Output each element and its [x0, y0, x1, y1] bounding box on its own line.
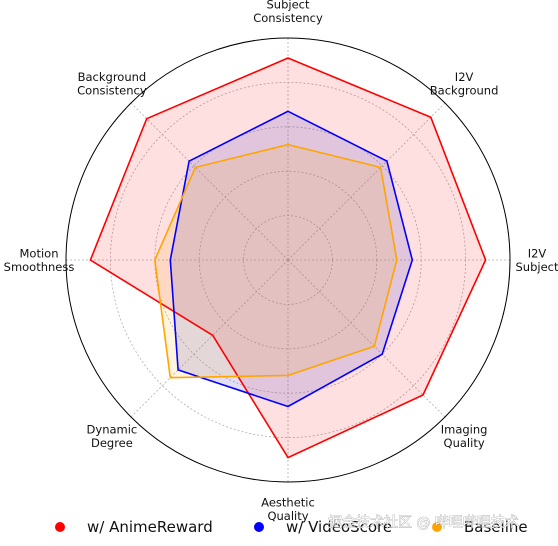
series-line-3 [153, 143, 398, 379]
axis-label-8-line-1: Background [78, 70, 147, 84]
axis-label-5: Aesthetic Quality [261, 495, 315, 523]
axis-label-2-line-1: I2V [455, 70, 474, 84]
axis-label-4-line-2: Quality [444, 436, 485, 450]
axis-label-3: I2V Subject [516, 246, 558, 274]
legend-marker-3 [432, 522, 442, 532]
legend-label-1: w/ AnimeReward [87, 518, 213, 536]
axis-label-7-line-2: Smoothness [4, 260, 75, 274]
spoke-6 [130, 259, 289, 418]
axis-label-7-line-1: Motion [20, 246, 59, 260]
legend: w/ AnimeReward w/ VideoScore Baseline [55, 518, 528, 536]
spoke-4 [287, 259, 446, 418]
axis-label-8-line-2: Consistency [77, 84, 147, 98]
axis-label-5-line-2: Quality [267, 509, 308, 523]
spoke-2 [287, 102, 446, 261]
series-line-1 [89, 57, 487, 459]
axis-label-3-line-2: Subject [516, 260, 558, 274]
axis-label-3-line-1: I2V [528, 246, 547, 260]
axis-label-2-line-2: Background [430, 84, 499, 98]
series-area-1 [90, 58, 486, 458]
series-area-3 [154, 144, 397, 378]
axis-label-7: Motion Smoothness [4, 246, 75, 274]
outer-ring [65, 37, 511, 483]
legend-marker-2 [254, 522, 264, 532]
axis-label-1-line-1: Subject [267, 0, 310, 11]
series-line-2 [169, 110, 414, 408]
axis-label-1-line-2: Consistency [253, 11, 323, 25]
watermark-text: 掘金技术社区 @ 哔哩哔哩技术 [328, 515, 519, 531]
spoke-8 [130, 102, 289, 261]
axis-label-4: Imaging Quality [441, 422, 488, 450]
axis-label-2: I2V Background [430, 70, 499, 98]
axis-label-6-line-1: Dynamic [87, 422, 138, 436]
axis-label-1: Subject Consistency [253, 0, 323, 25]
series-area-2 [170, 111, 413, 407]
axis-label-4-line-1: Imaging [441, 422, 488, 436]
legend-label-3: Baseline [464, 518, 528, 536]
legend-marker-1 [55, 522, 65, 532]
axis-label-8: Background Consistency [77, 70, 147, 98]
axis-label-5-line-1: Aesthetic [261, 495, 315, 509]
series-layer [89, 57, 487, 459]
legend-label-2: w/ VideoScore [286, 518, 392, 536]
axis-label-6-line-2: Degree [91, 436, 133, 450]
axis-label-6: Dynamic Degree [87, 422, 138, 450]
grid-layer [65, 37, 511, 483]
